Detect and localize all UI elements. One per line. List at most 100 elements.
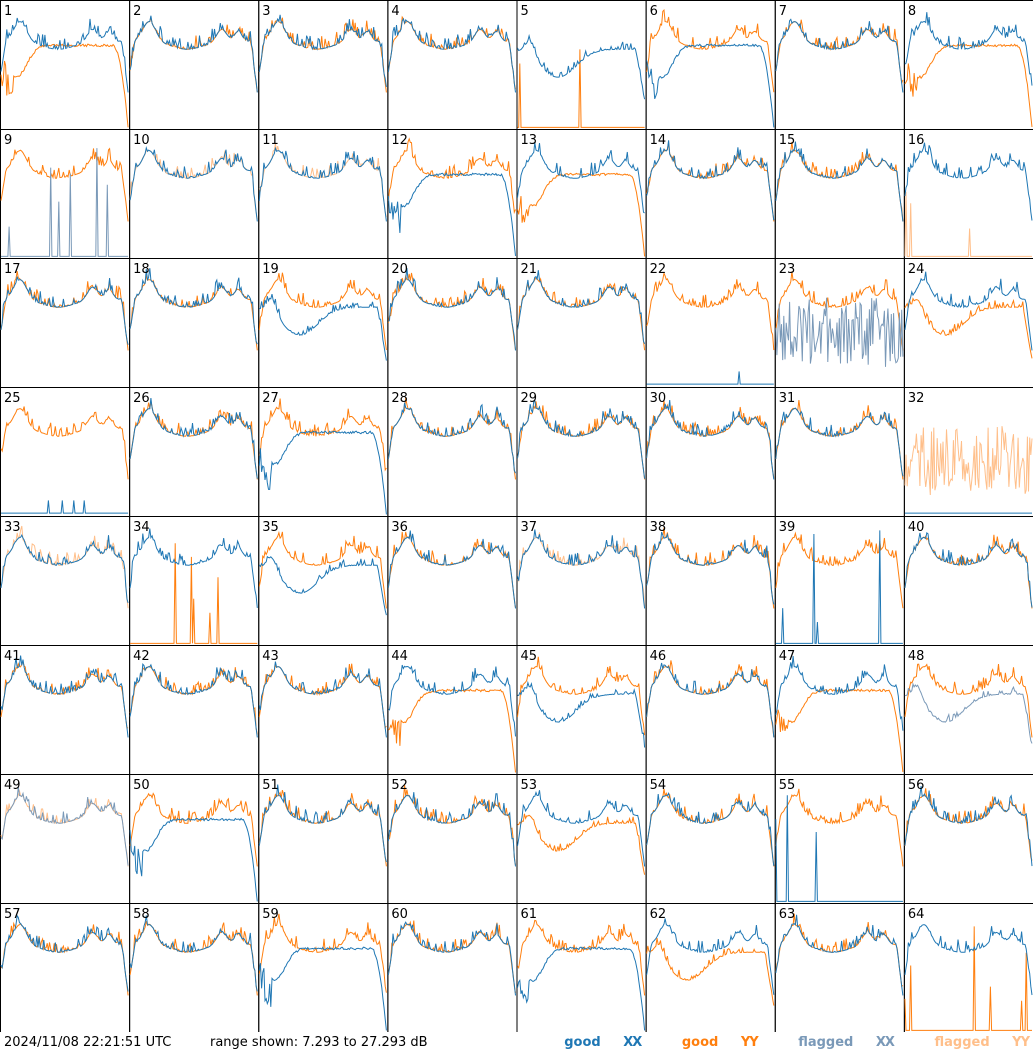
panel-label: 42 (133, 649, 150, 664)
panel-29: 29 (516, 387, 647, 517)
panel-48: 48 (903, 645, 1033, 775)
series-yy (646, 271, 775, 351)
series-xx (904, 271, 1033, 351)
series-xx (646, 371, 774, 385)
series-yy (0, 525, 129, 609)
series-xx (129, 528, 258, 608)
panel-label: 14 (650, 133, 667, 148)
panel-label: 64 (908, 907, 925, 922)
series-yy (904, 663, 1033, 738)
series-yy (130, 543, 258, 644)
series-xx (517, 33, 646, 100)
series-yy (258, 143, 387, 218)
panel-frame (129, 903, 260, 1032)
panel-25: 25 (0, 387, 131, 517)
panel-label: 63 (779, 907, 796, 922)
series-xx (0, 17, 129, 93)
panel-49: 49 (0, 774, 131, 904)
panel-frame (258, 903, 389, 1032)
series-yy (0, 789, 129, 867)
series-yy (388, 688, 516, 773)
panel-43: 43 (258, 645, 389, 775)
series-xx (904, 142, 1033, 221)
series-xx (775, 656, 904, 731)
series-yy (775, 688, 904, 772)
series-xx (646, 791, 775, 866)
panel-label: 34 (133, 520, 150, 535)
panel-frame (258, 645, 389, 775)
panel-18: 18 (129, 258, 260, 388)
series-yy (517, 919, 646, 996)
panel-47: 47 (774, 645, 905, 775)
series-xx (258, 946, 387, 1031)
series-xx (517, 680, 646, 748)
panel-frame (516, 645, 647, 775)
panel-12: 12 (387, 129, 518, 259)
panel-frame (903, 516, 1033, 646)
series-yy (646, 788, 775, 867)
series-yy (258, 17, 387, 93)
series-xx (258, 784, 387, 863)
panel-13: 13 (516, 129, 647, 259)
panel-frame (129, 129, 260, 259)
panel-label: 2 (133, 4, 141, 19)
panel-54: 54 (645, 774, 776, 904)
panel-15: 15 (774, 129, 905, 259)
panel-39: 39 (774, 516, 905, 646)
series-yy (0, 43, 129, 128)
panel-40: 40 (903, 516, 1033, 646)
series-xx (904, 12, 1033, 86)
panel-61: 61 (516, 903, 647, 1032)
panel-frame (903, 903, 1033, 1032)
series-xx (387, 921, 516, 996)
legend-good-yy-a: good (681, 1035, 719, 1050)
panel-label: 59 (262, 907, 279, 922)
panel-frame (387, 0, 518, 130)
series-yy (904, 43, 1033, 127)
series-xx (904, 682, 1033, 744)
series-yy (646, 527, 775, 609)
series-yy (387, 531, 516, 608)
panel-frame (516, 387, 647, 517)
panel-label: 35 (262, 520, 279, 535)
panel-label: 21 (521, 262, 538, 277)
series-yy (129, 401, 258, 480)
panel-51: 51 (258, 774, 389, 904)
panel-7: 7 (774, 0, 905, 130)
series-yy (646, 401, 775, 478)
series-yy (129, 17, 258, 93)
series-xx (387, 792, 516, 867)
panel-frame (387, 903, 518, 1032)
series-yy (258, 913, 387, 993)
panel-42: 42 (129, 645, 260, 775)
series-xx (775, 141, 904, 222)
panel-label: 53 (521, 778, 538, 793)
legend-flagged-xx-a: flagged (798, 1035, 854, 1050)
panel-26: 26 (129, 387, 260, 517)
series-yy (258, 398, 387, 472)
legend: good XX good YY flagged XX flagged YY (528, 1034, 1030, 1052)
panel-label: 45 (521, 649, 538, 664)
panel-label: 6 (650, 4, 658, 19)
panel-62: 62 (645, 903, 776, 1032)
legend-good-yy-b: YY (740, 1035, 759, 1050)
panel-frame (645, 516, 776, 646)
panel-label: 38 (650, 520, 667, 535)
panel-frame (903, 774, 1033, 904)
panel-label: 54 (650, 778, 667, 793)
panel-32: 32 (903, 387, 1033, 517)
panel-45: 45 (516, 645, 647, 775)
panel-frame (258, 387, 389, 517)
series-xx (129, 817, 258, 902)
panel-10: 10 (129, 129, 260, 259)
panel-frame (129, 645, 260, 775)
series-xx (258, 661, 387, 738)
panel-frame (516, 0, 647, 130)
legend-flagged-yy: flagged YY (916, 1035, 1030, 1050)
panel-4: 4 (387, 0, 518, 130)
series-xx (129, 146, 258, 222)
series-xx (259, 293, 387, 361)
series-yy (775, 913, 904, 988)
series-xx (0, 655, 129, 738)
panel-frame (645, 0, 776, 130)
